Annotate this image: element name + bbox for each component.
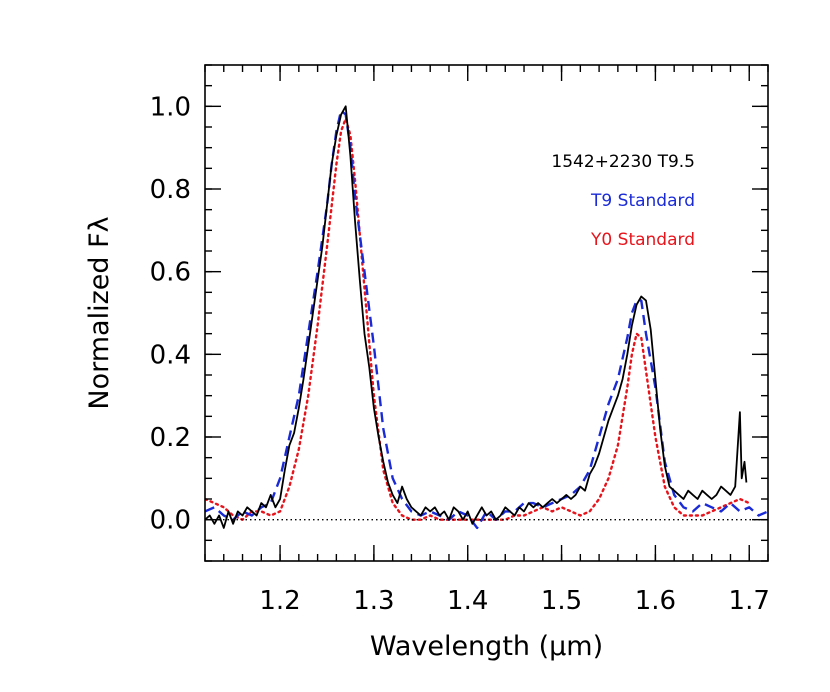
series-line-1542-2230-t9-5 — [205, 105, 748, 529]
y-axis-title: Normalized Fλ — [84, 216, 115, 409]
y-tick-label: 0.8 — [150, 175, 191, 205]
x-tick-label: 1.3 — [353, 586, 394, 616]
y-tick-label: 0.0 — [150, 506, 191, 536]
y-tick-label: 1.0 — [150, 92, 191, 122]
x-tick-label: 1.2 — [259, 586, 300, 616]
x-tick-label: 1.5 — [541, 586, 582, 616]
series-layer — [205, 105, 768, 530]
y-tick-label: 0.2 — [150, 423, 191, 453]
series-line-y0-standard — [205, 117, 751, 521]
series-line-t9-standard — [205, 109, 768, 530]
y-tick-label: 0.6 — [150, 258, 191, 288]
x-tick-label: 1.4 — [447, 586, 488, 616]
legend-entry-target: 1542+2230 T9.5 — [551, 152, 695, 172]
x-tick-label: 1.7 — [729, 586, 770, 616]
tick-labels-layer: 1.2 1.3 1.4 1.5 1.6 1.7 0.0 0.2 0.4 0.6 0.8 1.0 — [150, 92, 770, 616]
y-tick-label: 0.4 — [150, 340, 191, 370]
legend-entry-t9-standard: T9 Standard — [590, 191, 695, 211]
x-axis-title: Wavelength (μm) — [370, 631, 603, 662]
plot-frame — [204, 64, 769, 562]
ticks-layer — [204, 64, 769, 562]
legend-entry-y0-standard: Y0 Standard — [590, 230, 695, 250]
legend: 1542+2230 T9.5 T9 Standard Y0 Standard — [551, 152, 695, 250]
x-tick-label: 1.6 — [635, 586, 676, 616]
